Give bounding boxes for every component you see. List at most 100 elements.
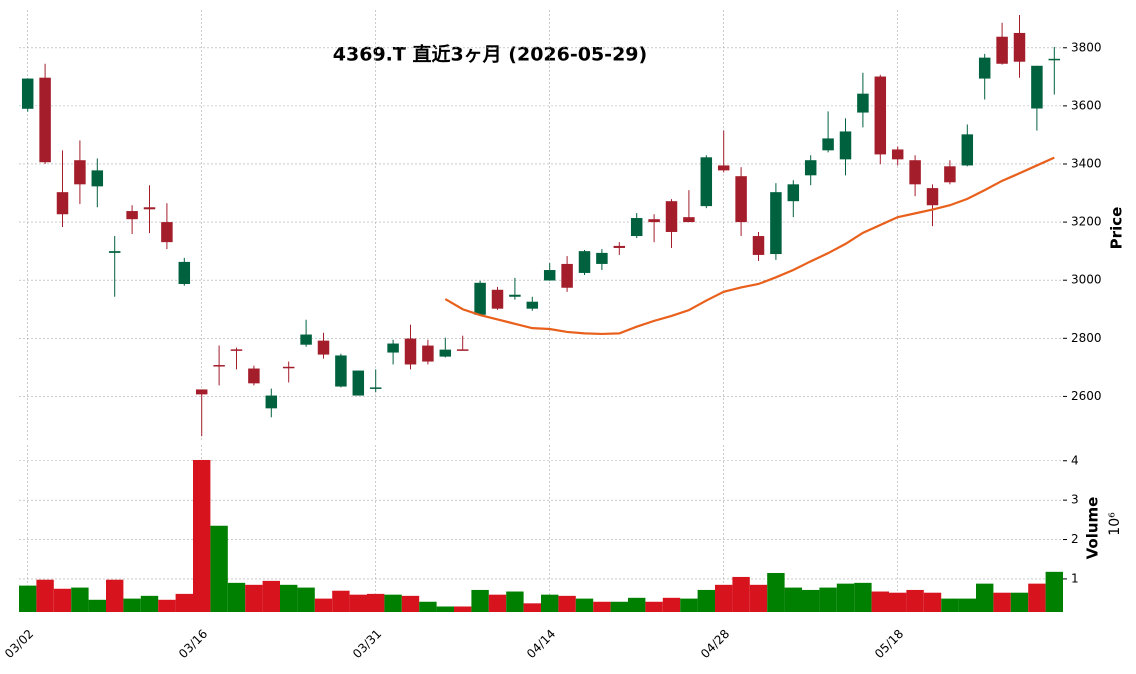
candle-body xyxy=(804,160,817,176)
candle-body xyxy=(561,263,573,288)
y-tick-label: 3400 xyxy=(1071,156,1102,170)
candle-body xyxy=(39,77,51,163)
candle-body xyxy=(770,192,782,255)
volume-bar xyxy=(819,587,837,612)
volume-bar xyxy=(280,584,298,612)
volume-bar xyxy=(297,587,315,612)
candle-body xyxy=(369,387,382,389)
volume-bar xyxy=(1045,571,1063,612)
candle-body xyxy=(143,207,156,210)
candle-body xyxy=(474,282,486,315)
volume-bar xyxy=(715,584,733,612)
candle-body xyxy=(56,192,69,215)
candle-body xyxy=(509,294,521,297)
candle-body xyxy=(909,160,921,185)
volume-bar xyxy=(802,589,820,612)
candle-body xyxy=(926,188,939,206)
volume-bar xyxy=(262,580,280,612)
candle-body xyxy=(317,340,330,355)
volume-bar xyxy=(193,459,211,612)
candle-body xyxy=(74,160,86,185)
volume-bar xyxy=(314,598,333,612)
candle-body xyxy=(630,218,643,237)
candle-body xyxy=(526,301,539,309)
candle-body xyxy=(665,201,678,232)
volume-bar xyxy=(958,598,976,612)
candle-body xyxy=(404,338,417,365)
candle-body xyxy=(91,170,104,187)
candle-body xyxy=(839,131,852,160)
y-tick-label: 3600 xyxy=(1071,98,1102,112)
candle-body xyxy=(265,395,278,409)
volume-bar xyxy=(628,597,646,612)
y-tick-label: 3000 xyxy=(1071,273,1102,287)
volume-bar xyxy=(19,585,37,612)
volume-bar xyxy=(401,595,420,612)
candle-body xyxy=(1013,32,1026,62)
candle-body xyxy=(961,134,974,166)
candle-body xyxy=(248,368,260,384)
volume-bar xyxy=(140,595,159,612)
candle-body xyxy=(126,211,138,220)
volume-bar xyxy=(227,582,246,612)
moving-average xyxy=(444,156,1055,336)
volume-exponent: 10⁶ xyxy=(1107,512,1123,536)
candle-body xyxy=(613,245,626,248)
volume-bar xyxy=(523,603,541,612)
volume-bar xyxy=(454,606,472,612)
candle-body xyxy=(752,236,765,255)
volume-bar xyxy=(210,525,228,612)
candle-body xyxy=(700,157,713,207)
x-tick-label: 03/16 xyxy=(176,627,210,661)
candle-body xyxy=(717,165,730,171)
volume-tick-label: 4 xyxy=(1071,453,1079,467)
candle-body xyxy=(578,251,591,273)
candle-body xyxy=(1031,65,1043,109)
x-tick-label: 03/31 xyxy=(350,627,384,661)
volume-bar xyxy=(610,601,628,612)
volume-bar xyxy=(680,598,698,612)
volume-bar xyxy=(245,584,263,612)
candle-body xyxy=(891,149,904,160)
candle-body xyxy=(978,57,991,79)
volume-bar xyxy=(889,592,907,612)
candle-body xyxy=(439,349,452,357)
volume-axis-label: Volume xyxy=(1084,497,1102,560)
candle-body xyxy=(596,252,608,264)
volume-bar xyxy=(53,588,72,612)
volume-bar xyxy=(836,583,855,612)
candle-body xyxy=(874,76,887,155)
volume-bar xyxy=(558,595,576,612)
volume-bar xyxy=(1010,592,1029,612)
chart-title: 4369.T 直近3ヶ月 (2026-05-29) xyxy=(333,43,647,66)
volume-bar xyxy=(662,597,681,612)
candle-body xyxy=(282,366,295,369)
volume-bar xyxy=(645,601,663,612)
volume-bar xyxy=(332,590,350,612)
volume-bar xyxy=(175,593,193,612)
volume-bar xyxy=(419,601,437,612)
volume-tick-label: 2 xyxy=(1071,532,1079,546)
volume-bar xyxy=(71,587,89,612)
volume-bar xyxy=(488,594,507,612)
x-tick-label: 05/18 xyxy=(872,627,906,661)
candle-body xyxy=(335,355,347,387)
volume-bar xyxy=(123,598,141,612)
candle-body xyxy=(944,166,956,183)
volume-bar xyxy=(436,606,454,612)
volume-bar xyxy=(593,601,611,612)
y-tick-label: 2800 xyxy=(1071,331,1102,345)
candle-body xyxy=(683,217,695,223)
candle-body xyxy=(456,349,469,351)
y-axis-label: Price xyxy=(1108,207,1126,250)
candle-body xyxy=(230,349,243,351)
volume-bar xyxy=(784,587,802,612)
candle-body xyxy=(213,365,225,367)
volume-bar xyxy=(906,589,924,612)
volume-bar xyxy=(941,598,959,612)
candle-body xyxy=(787,184,800,202)
candle-body xyxy=(543,270,556,281)
volume-bar xyxy=(471,589,489,612)
candle-body xyxy=(178,261,191,284)
candle-body xyxy=(21,78,34,109)
